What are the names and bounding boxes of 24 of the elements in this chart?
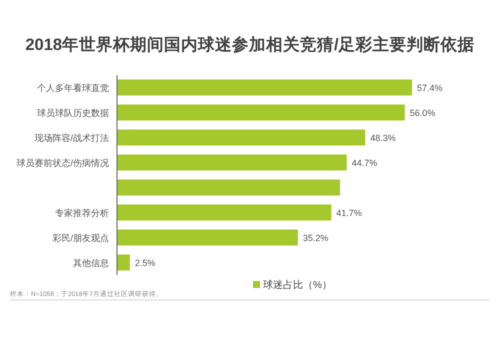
bar [117, 204, 332, 220]
data-label: 41.7% [336, 208, 362, 218]
legend-label: 球迷占比（%） [263, 279, 332, 291]
data-label: 48.3% [370, 133, 396, 143]
y-tick-label: 个人多年看球直觉 [37, 83, 109, 93]
bar [117, 180, 340, 196]
chart-title: 2018年世界杯期间国内球迷参加相关竞猜/足彩主要判断依据 [25, 35, 475, 54]
data-label: 44.7% [352, 158, 378, 168]
bar [117, 254, 130, 270]
data-label: 57.4% [417, 83, 443, 93]
y-tick-label: 现场阵容/战术打法 [34, 133, 109, 143]
y-tick-label: 球员赛前状态/伤病情况 [16, 158, 109, 168]
y-tick-label: 彩民/朋友观点 [52, 233, 109, 243]
bar [117, 154, 347, 170]
data-label: 2.5% [134, 258, 156, 268]
data-label: 35.2% [302, 233, 328, 243]
bar [117, 230, 298, 246]
y-tick-label: 球员球队历史数据 [37, 108, 109, 118]
bar [117, 80, 412, 96]
bar [117, 104, 405, 120]
bar [117, 130, 366, 146]
y-tick-label: 其他信息 [73, 258, 109, 268]
data-label: 56.0% [410, 108, 436, 118]
y-tick-label: 专家推荐分析 [55, 208, 109, 218]
